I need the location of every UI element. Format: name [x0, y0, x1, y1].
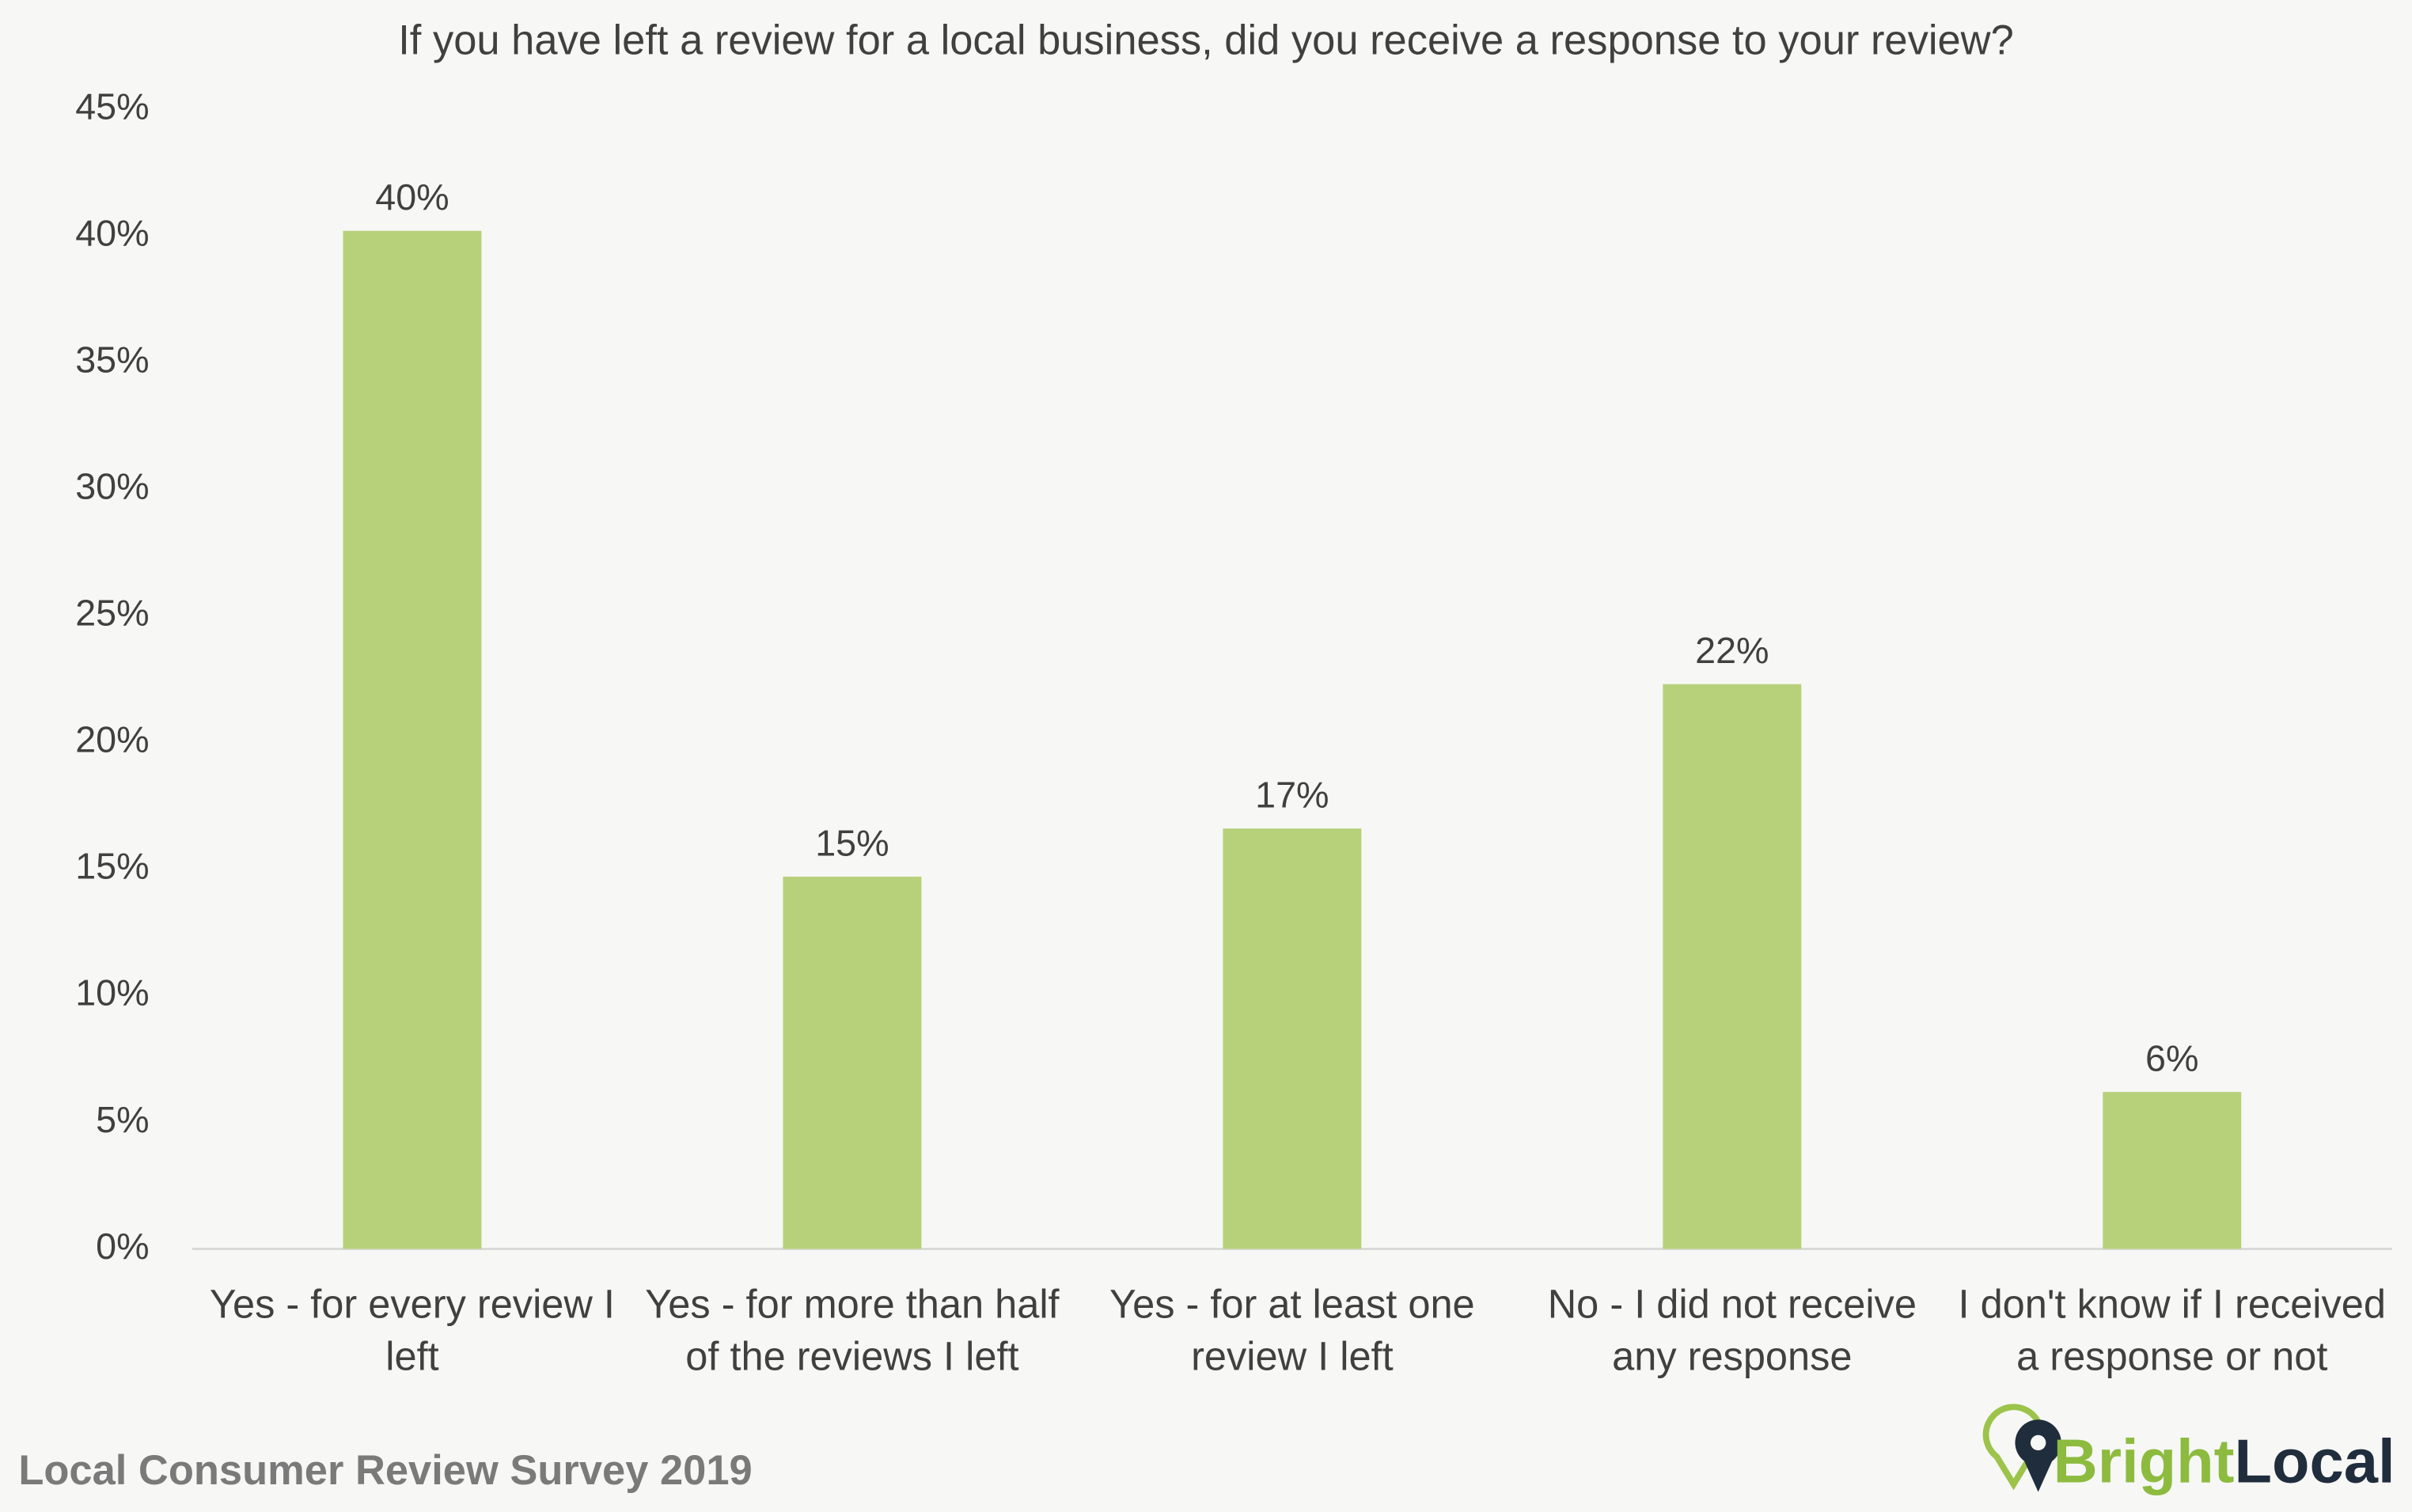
footer: Local Consumer Review Survey 2019: [18, 1447, 752, 1494]
y-tick-label: 15%: [75, 846, 149, 887]
bar: [343, 230, 482, 1249]
data-label: 15%: [815, 822, 889, 863]
bar: [1223, 828, 1362, 1249]
chart-title: If you have left a review for a local bu…: [398, 17, 2014, 63]
y-tick-label: 20%: [75, 719, 149, 760]
y-tick-label: 35%: [75, 339, 149, 381]
y-tick-label: 10%: [75, 972, 149, 1014]
bar: [783, 876, 922, 1249]
y-tick-label: 5%: [96, 1099, 149, 1140]
data-label: 17%: [1255, 775, 1329, 816]
data-label: 6%: [2145, 1038, 2198, 1079]
bar: [2103, 1092, 2242, 1249]
logo-bright: Bright: [2054, 1427, 2235, 1495]
bar: [1663, 684, 1802, 1249]
y-tick-label: 0%: [96, 1226, 149, 1267]
logo-pin: [1982, 1404, 2061, 1492]
data-label: 22%: [1695, 630, 1769, 671]
x-tick-label: Yes - for at least one review I left: [1109, 1282, 1475, 1379]
x-tick-label: Yes - for more than half of the reviews I…: [645, 1282, 1060, 1379]
y-tick-label: 45%: [75, 85, 149, 127]
logo-local: Local: [2235, 1427, 2395, 1495]
y-tick-label: 30%: [75, 466, 149, 507]
x-tick-label: No - I did not receive any response: [1548, 1282, 1917, 1379]
y-tick-label: 25%: [75, 593, 149, 634]
x-tick-label: I don't know if I received a response or …: [1959, 1282, 2387, 1379]
y-tick-label: 40%: [75, 212, 149, 253]
logo: BrightLocal: [2054, 1427, 2395, 1495]
data-label: 40%: [375, 176, 449, 218]
